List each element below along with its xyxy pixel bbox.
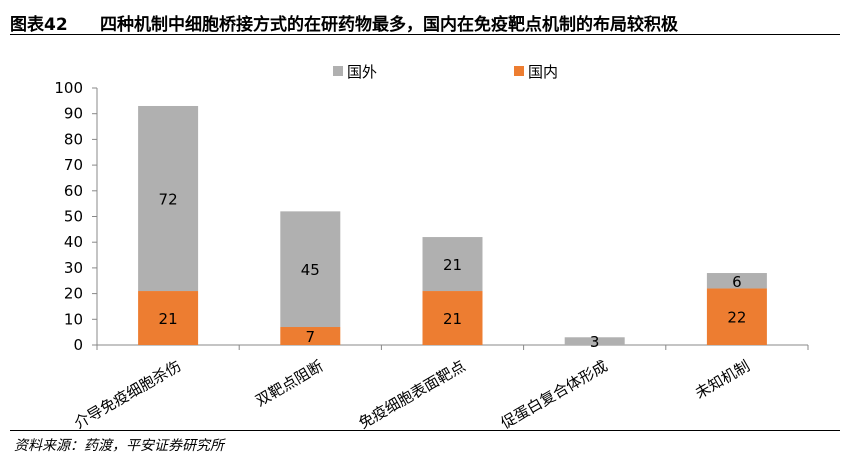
chart-bars: 21 72 7 45 21 21 3 22 6 — [138, 105, 767, 351]
bar-label-foreign: 6 — [732, 273, 742, 291]
chart-legend: 国外 国内 — [333, 63, 558, 81]
legend-label: 国外 — [347, 63, 377, 81]
bar-segment-domestic — [280, 327, 341, 345]
y-tick-label: 40 — [64, 233, 83, 251]
x-category-label: 促蛋白复合体形成 — [498, 357, 611, 430]
bar-segment-domestic — [138, 291, 199, 345]
y-tick-label: 90 — [64, 105, 83, 123]
bar-label-foreign: 21 — [443, 256, 462, 274]
legend-swatch — [514, 66, 524, 76]
bar-segment-foreign — [280, 211, 341, 328]
bar-label-foreign: 72 — [159, 191, 178, 209]
chart-title: 四种机制中细胞桥接方式的在研药物最多，国内在免疫靶点机制的布局较积极 — [100, 15, 678, 35]
source-bar: 资料来源：药渡，平安证券研究所 — [10, 430, 840, 454]
y-tick-label: 100 — [54, 79, 83, 97]
x-category-label: 介导免疫细胞杀伤 — [71, 357, 184, 430]
y-tick-label: 80 — [64, 130, 83, 148]
y-tick-label: 0 — [73, 336, 83, 354]
bar-segment-foreign — [422, 237, 483, 292]
figure-number: 图表42 — [10, 15, 68, 35]
bar-label-domestic: 7 — [306, 328, 316, 346]
bar-segment-foreign — [706, 273, 767, 289]
bar-segment-domestic — [706, 288, 767, 345]
x-category-label: 免疫细胞表面靶点 — [356, 357, 469, 430]
x-category-label: 未知机制 — [692, 357, 753, 403]
y-tick-label: 60 — [64, 182, 83, 200]
bar-label-domestic: 22 — [727, 309, 746, 327]
legend-swatch — [333, 66, 343, 76]
y-tick-label: 10 — [64, 310, 83, 328]
bar-segment-foreign — [138, 105, 199, 292]
bar-label-domestic: 21 — [159, 310, 178, 328]
y-tick-label: 70 — [64, 156, 83, 174]
legend-label: 国内 — [528, 63, 558, 81]
stacked-bar-chart: 0 10 20 30 40 50 60 70 80 90 100 介导免疫细胞杀伤 双靶点阻断 免疫细胞表… — [54, 63, 809, 430]
x-category-label: 双靶点阻断 — [252, 357, 326, 410]
title-bar: 图表42 四种机制中细胞桥接方式的在研药物最多，国内在免疫靶点机制的布局较积极 — [10, 8, 840, 35]
bar-label-foreign: 45 — [301, 261, 320, 279]
source-note: 资料来源：药渡，平安证券研究所 — [14, 438, 224, 454]
y-tick-label: 20 — [64, 285, 83, 303]
bar-segment-domestic — [422, 291, 483, 345]
bar-label-domestic: 21 — [443, 310, 462, 328]
bar-label-foreign: 3 — [590, 333, 600, 351]
bar-segment-foreign — [564, 337, 625, 345]
y-tick-label: 30 — [64, 259, 83, 277]
y-tick-label: 50 — [64, 208, 83, 226]
